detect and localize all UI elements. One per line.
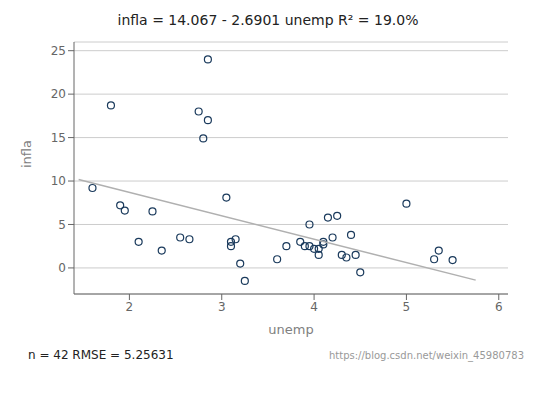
html-text:https://blog.csdn.net/weixin_4: https://blog.csdn.net/weixin_45980783 xyxy=(329,350,524,361)
svg-text:10: 10 xyxy=(51,174,66,188)
svg-text:20: 20 xyxy=(51,87,66,101)
html-text:infla = 14.067 - 2.6901 unemp: infla = 14.067 - 2.6901 unemp R² = 19.0% xyxy=(117,12,419,28)
svg-text:5: 5 xyxy=(403,300,411,314)
svg-text:25: 25 xyxy=(51,44,66,58)
svg-text:3: 3 xyxy=(218,300,226,314)
html-text:n = 42 RMSE = 5.25631: n = 42 RMSE = 5.25631 xyxy=(28,348,174,362)
svg-text:2: 2 xyxy=(126,300,134,314)
svg-text:unemp: unemp xyxy=(268,322,313,337)
svg-text:15: 15 xyxy=(51,131,66,145)
svg-text:infla: infla xyxy=(19,140,34,168)
svg-text:0: 0 xyxy=(58,261,66,275)
svg-text:6: 6 xyxy=(495,300,503,314)
svg-text:5: 5 xyxy=(58,218,66,232)
svg-text:4: 4 xyxy=(310,300,318,314)
